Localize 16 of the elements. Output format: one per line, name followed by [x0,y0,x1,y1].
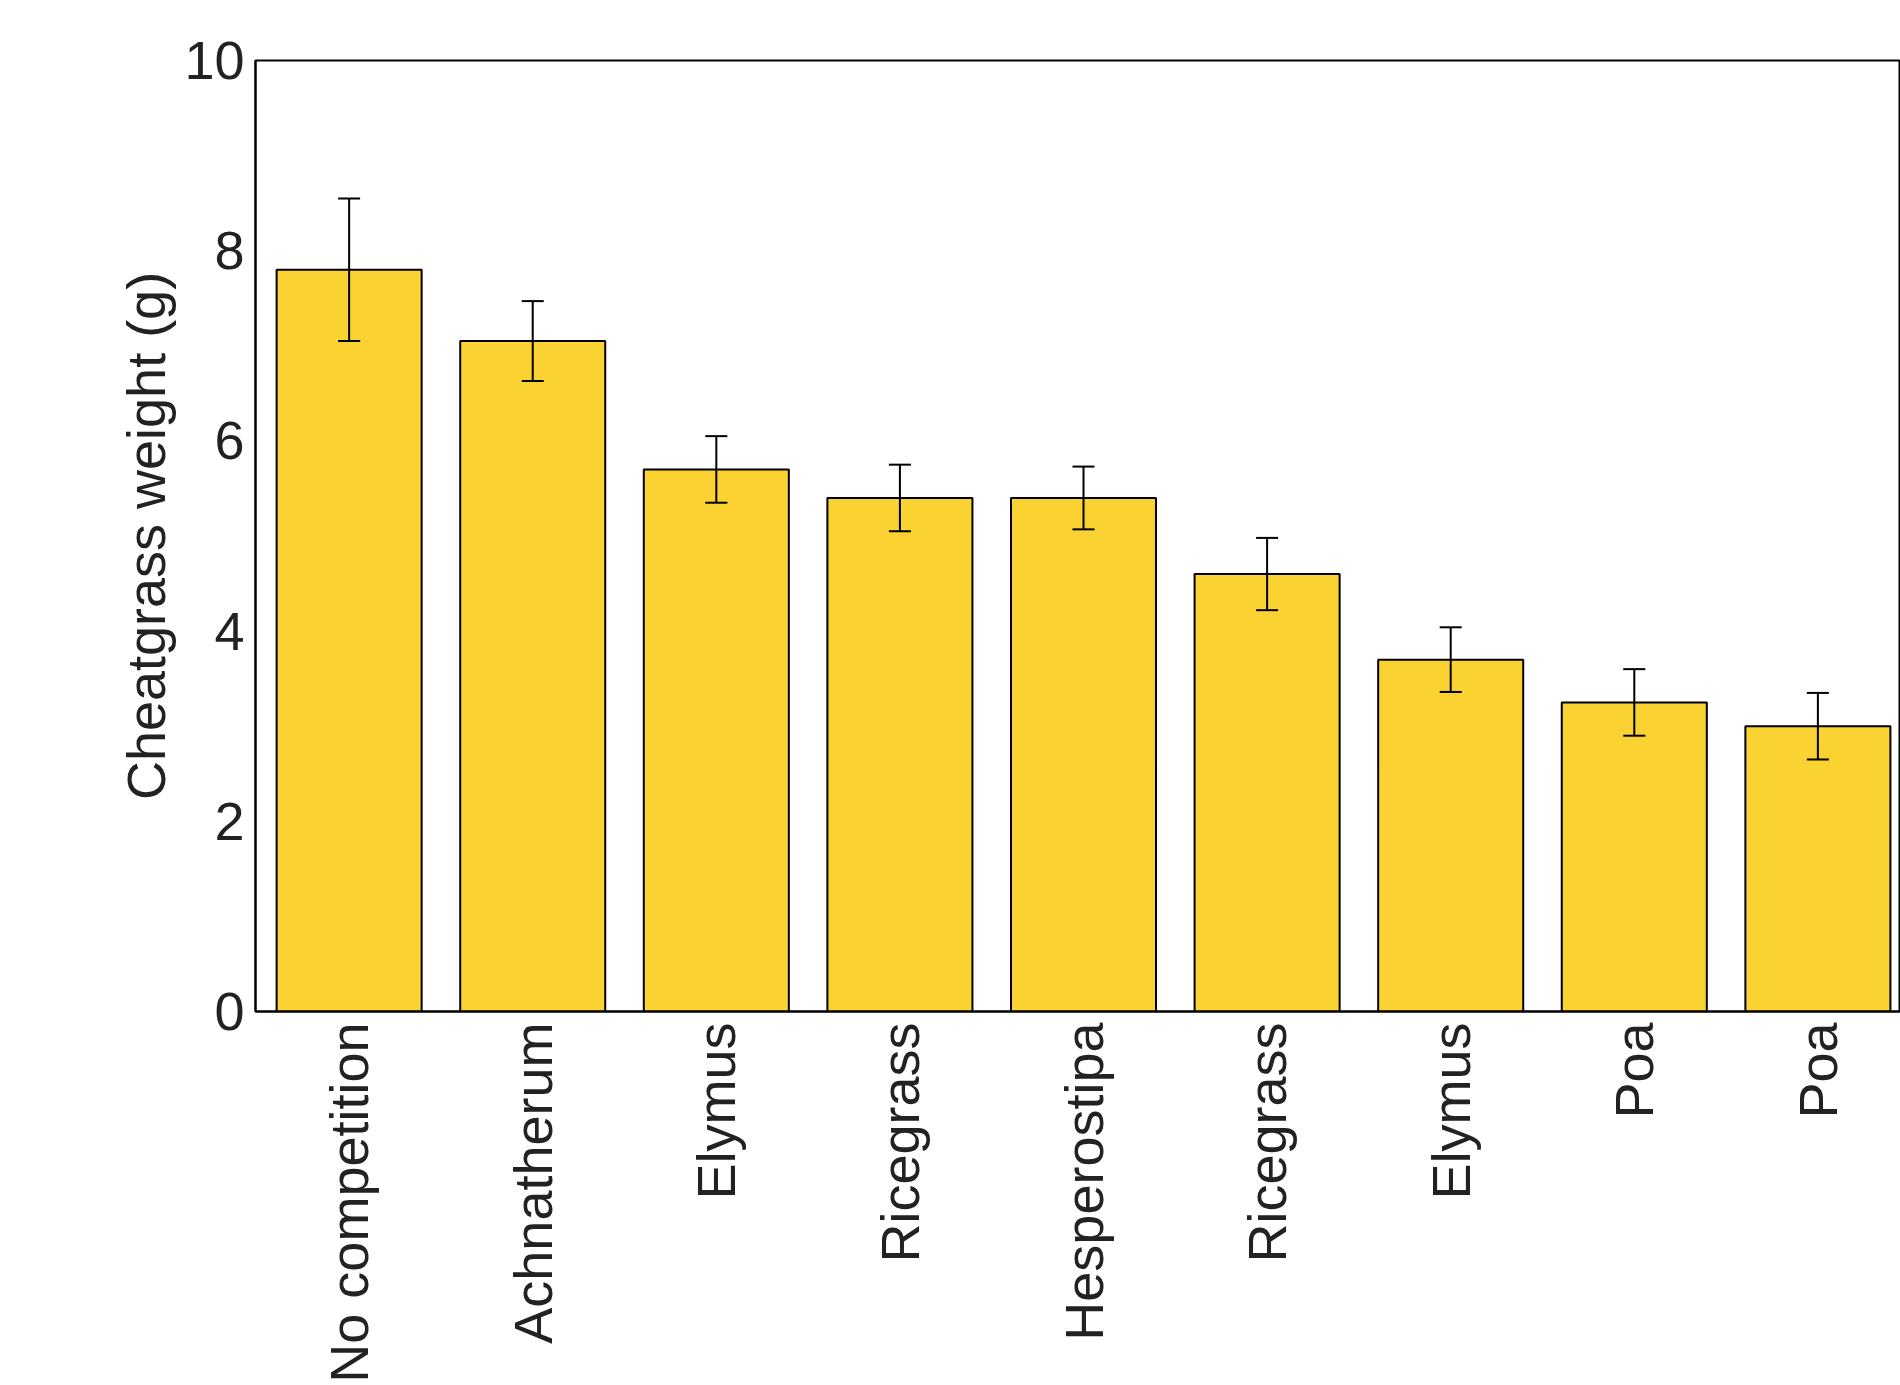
x-tick-label: Elymus [1420,1022,1481,1200]
x-tick-label: No competition [319,1022,380,1383]
y-tick-label: 10 [184,30,245,90]
y-tick-label: 6 [214,410,245,471]
x-tick-label: Poa [1787,1021,1848,1119]
y-tick-label: 0 [214,981,245,1041]
y-tick-label: 4 [214,600,245,661]
y-tick-label: 2 [214,790,245,851]
x-tick-label: Elymus [686,1022,747,1200]
x-tick-label: Hesperostipa [1053,1021,1114,1341]
y-axis-title: Cheatgrass weight (g) [116,271,177,801]
x-tick-label: Poa [1604,1021,1665,1119]
y-tick-label: 8 [214,220,245,281]
x-tick-label: Ricegrass [869,1022,930,1263]
x-tick-label: Achnatherum [502,1022,563,1344]
x-tick-label: Ricegrass [1237,1022,1298,1263]
